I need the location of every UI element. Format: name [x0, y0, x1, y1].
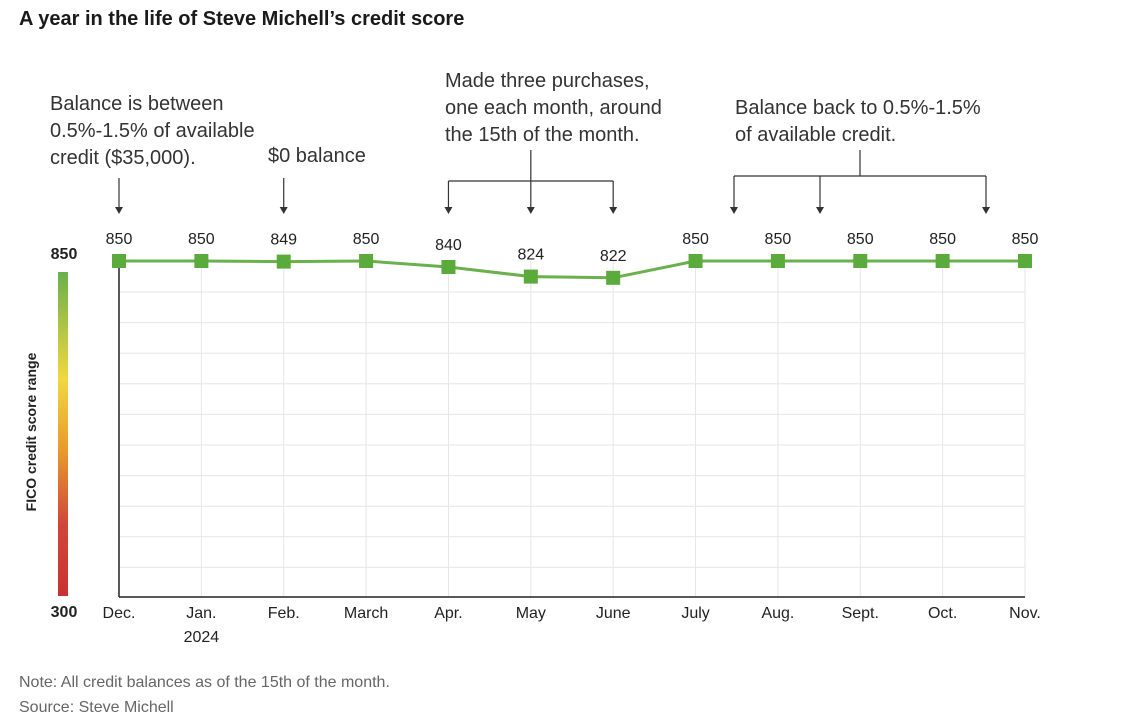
data-label: 850 [929, 231, 956, 248]
annotation-text: Balance back to 0.5%-1.5% [735, 97, 981, 119]
annotation-text: 0.5%-1.5% of available [50, 120, 255, 142]
annotation-arrowhead [609, 207, 618, 214]
annotation-text: Made three purchases, [445, 70, 650, 92]
data-point-marker [112, 254, 126, 268]
data-label: 850 [353, 231, 380, 248]
annotation-arrowhead [730, 207, 738, 214]
x-tick-label: Aug. [761, 605, 794, 622]
annotation-arrowhead [444, 207, 453, 214]
data-point-marker [606, 270, 621, 285]
data-point-marker [194, 254, 209, 268]
data-point-marker [770, 254, 785, 268]
data-label: 822 [600, 248, 627, 265]
footnote-source: Source: Steve Michell [19, 699, 174, 716]
fico-range-gradient-bar [58, 272, 68, 596]
data-label: 850 [682, 231, 709, 248]
annotation-arrowhead [526, 207, 535, 214]
annotation-text: the 15th of the month. [445, 124, 640, 146]
annotation-arrowhead [982, 207, 990, 214]
x-tick-label: Apr. [434, 605, 462, 622]
y-axis-label: FICO credit score range [23, 352, 39, 511]
annotation-text: Balance is between [50, 93, 223, 115]
series-line-credit-score [119, 259, 1025, 280]
x-tick-label: July [681, 605, 709, 622]
x-tick-label: June [596, 605, 631, 622]
data-label: 840 [435, 237, 462, 254]
x-tick-label: May [516, 605, 546, 622]
x-tick-label: Jan. [186, 605, 216, 622]
x-tick-label: Nov. [1009, 605, 1041, 622]
annotation-arrowhead [816, 207, 824, 214]
data-point-marker [688, 254, 703, 268]
y-tick-label: 300 [51, 604, 78, 621]
data-point-marker [853, 254, 868, 268]
x-tick-label: March [344, 605, 388, 622]
annotation-bracket [734, 150, 986, 177]
data-point-marker [359, 254, 374, 268]
annotation-arrowhead [279, 207, 288, 214]
annotation-bracket [448, 150, 614, 182]
chart-title: A year in the life of Steve Michell’s cr… [19, 8, 465, 30]
annotation-text: $0 balance [268, 145, 366, 167]
x-tick-label: Oct. [928, 605, 957, 622]
annotation-text: of available credit. [735, 124, 896, 146]
data-label: 850 [847, 231, 874, 248]
data-label: 849 [270, 232, 297, 249]
data-point-marker [1018, 254, 1032, 268]
data-label: 850 [188, 231, 215, 248]
data-point-marker [935, 254, 950, 268]
annotation-arrowhead [115, 207, 123, 214]
annotation-text: credit ($35,000). [50, 147, 196, 169]
x-tick-label: Dec. [103, 605, 136, 622]
y-tick-label: 850 [51, 246, 78, 263]
data-label: 850 [765, 231, 792, 248]
x-tick-label: Feb. [268, 605, 300, 622]
data-label: 850 [1012, 231, 1039, 248]
footnote-note: Note: All credit balances as of the 15th… [19, 674, 390, 691]
data-point-marker [441, 260, 456, 274]
annotation-text: one each month, around [445, 97, 662, 119]
data-label: 824 [517, 247, 544, 264]
data-point-marker [276, 254, 291, 269]
data-label: 850 [106, 231, 133, 248]
x-tick-sublabel: 2024 [184, 629, 220, 646]
x-tick-label: Sept. [842, 605, 879, 622]
data-point-marker [523, 269, 538, 284]
